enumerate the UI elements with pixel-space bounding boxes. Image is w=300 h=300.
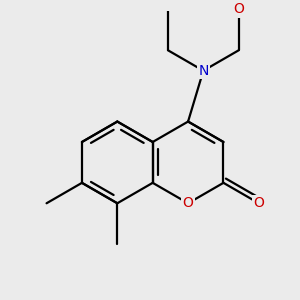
Text: O: O <box>183 196 194 210</box>
Text: O: O <box>233 2 244 16</box>
Text: O: O <box>254 196 264 210</box>
Text: N: N <box>198 64 208 78</box>
